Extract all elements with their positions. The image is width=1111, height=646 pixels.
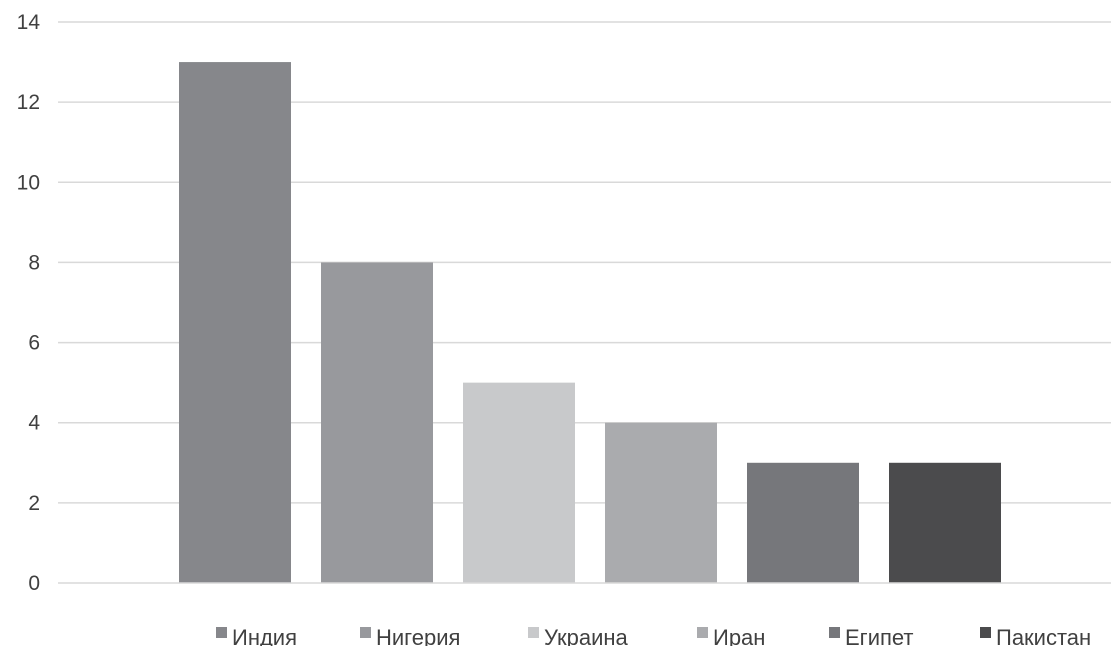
bars [179, 62, 1001, 584]
bar-2 [321, 262, 433, 583]
legend-item: Индия [216, 625, 297, 646]
legend-label: Нигерия [376, 625, 460, 646]
legend-label: Украина [544, 625, 629, 646]
legend-swatch [216, 627, 227, 638]
bar-3 [463, 382, 575, 583]
y-tick-label: 0 [28, 572, 40, 595]
legend-item: Египет [829, 625, 913, 646]
bar-6 [889, 462, 1001, 583]
legend-label: Иран [713, 625, 765, 646]
y-tick-label: 4 [28, 412, 40, 435]
legend-item: Пакистан [980, 625, 1091, 646]
y-tick-label: 2 [28, 492, 40, 515]
legend-swatch [980, 627, 991, 638]
y-tick-label: 8 [28, 251, 40, 274]
y-tick-label: 10 [17, 171, 40, 194]
legend-label: Пакистан [996, 625, 1091, 646]
legend-swatch [829, 627, 840, 638]
bar-1 [179, 62, 291, 584]
legend: Индия Нигерия Украина Иран Египет Пакистан [216, 625, 1091, 646]
legend-label: Индия [232, 625, 297, 646]
bar-5 [747, 462, 859, 583]
legend-item: Иран [697, 625, 765, 646]
legend-item: Украина [528, 625, 629, 646]
y-tick-label: 6 [28, 332, 40, 355]
legend-label: Египет [845, 625, 913, 646]
legend-item: Нигерия [360, 625, 460, 646]
y-axis-ticks: 0 2 4 6 8 10 12 14 [17, 11, 41, 595]
legend-swatch [697, 627, 708, 638]
y-tick-label: 12 [17, 91, 40, 114]
bar-4 [605, 422, 717, 583]
y-tick-label: 14 [17, 11, 41, 34]
legend-swatch [528, 627, 539, 638]
legend-swatch [360, 627, 371, 638]
